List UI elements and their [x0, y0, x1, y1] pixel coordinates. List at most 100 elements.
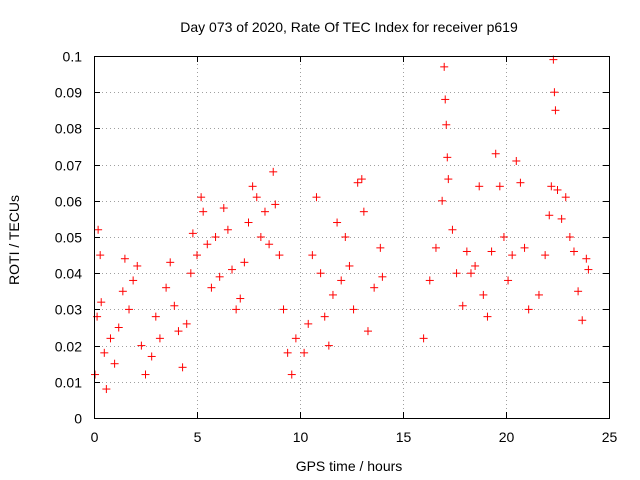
data-point [324, 341, 333, 350]
data-point [252, 193, 261, 202]
y-axis-title: ROTI / TECUs [6, 195, 22, 285]
data-point [228, 265, 237, 274]
data-point [223, 225, 232, 234]
data-point [232, 305, 241, 314]
data-point [534, 290, 543, 299]
data-point [471, 261, 480, 270]
data-point [483, 312, 492, 321]
y-tick-label: 0.1 [63, 49, 83, 65]
data-point [425, 276, 434, 285]
data-point [275, 251, 284, 260]
data-point [508, 251, 517, 260]
data-point [248, 182, 257, 191]
data-point [114, 323, 123, 332]
data-point [283, 348, 292, 357]
data-point [541, 251, 550, 260]
data-point [333, 218, 342, 227]
data-point [137, 341, 146, 350]
data-point [462, 247, 471, 256]
data-point [178, 363, 187, 372]
data-point [312, 193, 321, 202]
y-tick-label: 0.07 [55, 158, 82, 174]
data-point [466, 269, 475, 278]
data-point [524, 305, 533, 314]
data-point [431, 243, 440, 252]
data-point [551, 106, 560, 115]
data-point [100, 348, 109, 357]
data-point [96, 251, 105, 260]
data-point [448, 225, 457, 234]
data-point [545, 211, 554, 220]
data-point [444, 175, 453, 184]
y-tick-label: 0.06 [55, 194, 82, 210]
data-point [120, 254, 129, 263]
data-point [504, 276, 513, 285]
data-point [547, 182, 556, 191]
data-point [129, 276, 138, 285]
y-tick-label: 0.09 [55, 85, 82, 101]
data-points [91, 55, 593, 394]
x-tick-label: 20 [499, 429, 515, 445]
data-point [182, 319, 191, 328]
data-point [357, 175, 366, 184]
data-point [569, 247, 578, 256]
data-point [215, 272, 224, 281]
data-point [256, 233, 265, 241]
data-point [419, 334, 428, 343]
data-point [174, 327, 183, 336]
data-point [133, 261, 142, 270]
x-tick-label: 10 [293, 429, 309, 445]
data-point [155, 334, 164, 343]
data-point [440, 62, 449, 71]
grid-lines [94, 56, 609, 418]
data-point [300, 348, 309, 357]
data-point [550, 88, 559, 97]
data-point [491, 149, 500, 158]
data-point [512, 156, 521, 165]
data-point [308, 251, 317, 260]
data-point [244, 218, 253, 227]
data-point [353, 178, 362, 187]
data-point [91, 370, 100, 379]
data-point [186, 269, 195, 278]
x-tick-labels: 0 5 10 15 20 25 [91, 429, 618, 445]
x-tick-label: 25 [602, 429, 618, 445]
data-point [260, 207, 269, 216]
data-point [438, 196, 447, 205]
data-point [304, 319, 313, 328]
data-point [458, 301, 467, 310]
data-point [359, 207, 368, 216]
data-point [265, 240, 274, 249]
data-point [97, 298, 106, 307]
data-point [125, 305, 134, 314]
data-point [349, 305, 358, 314]
data-point [578, 316, 587, 325]
data-point [557, 214, 566, 223]
data-point [441, 95, 450, 104]
data-point [151, 312, 160, 321]
data-point [584, 265, 593, 274]
data-point [269, 167, 278, 176]
data-point [94, 225, 103, 234]
data-point [495, 182, 504, 191]
data-point [170, 301, 179, 310]
y-tick-label: 0 [74, 411, 82, 427]
data-point [442, 120, 451, 129]
axis-ticks [94, 56, 610, 419]
data-point [106, 334, 115, 343]
data-point [565, 233, 574, 241]
data-point [147, 352, 156, 361]
data-point [240, 258, 249, 267]
data-point [203, 240, 212, 249]
x-axis-title: GPS time / hours [296, 458, 403, 474]
data-point [236, 294, 245, 303]
data-point [279, 305, 288, 314]
data-point [211, 233, 220, 241]
data-point [291, 334, 300, 343]
data-point [287, 370, 296, 379]
data-point [141, 370, 150, 379]
x-tick-label: 0 [91, 429, 99, 445]
y-tick-label: 0.04 [55, 266, 82, 282]
data-point [110, 359, 119, 368]
